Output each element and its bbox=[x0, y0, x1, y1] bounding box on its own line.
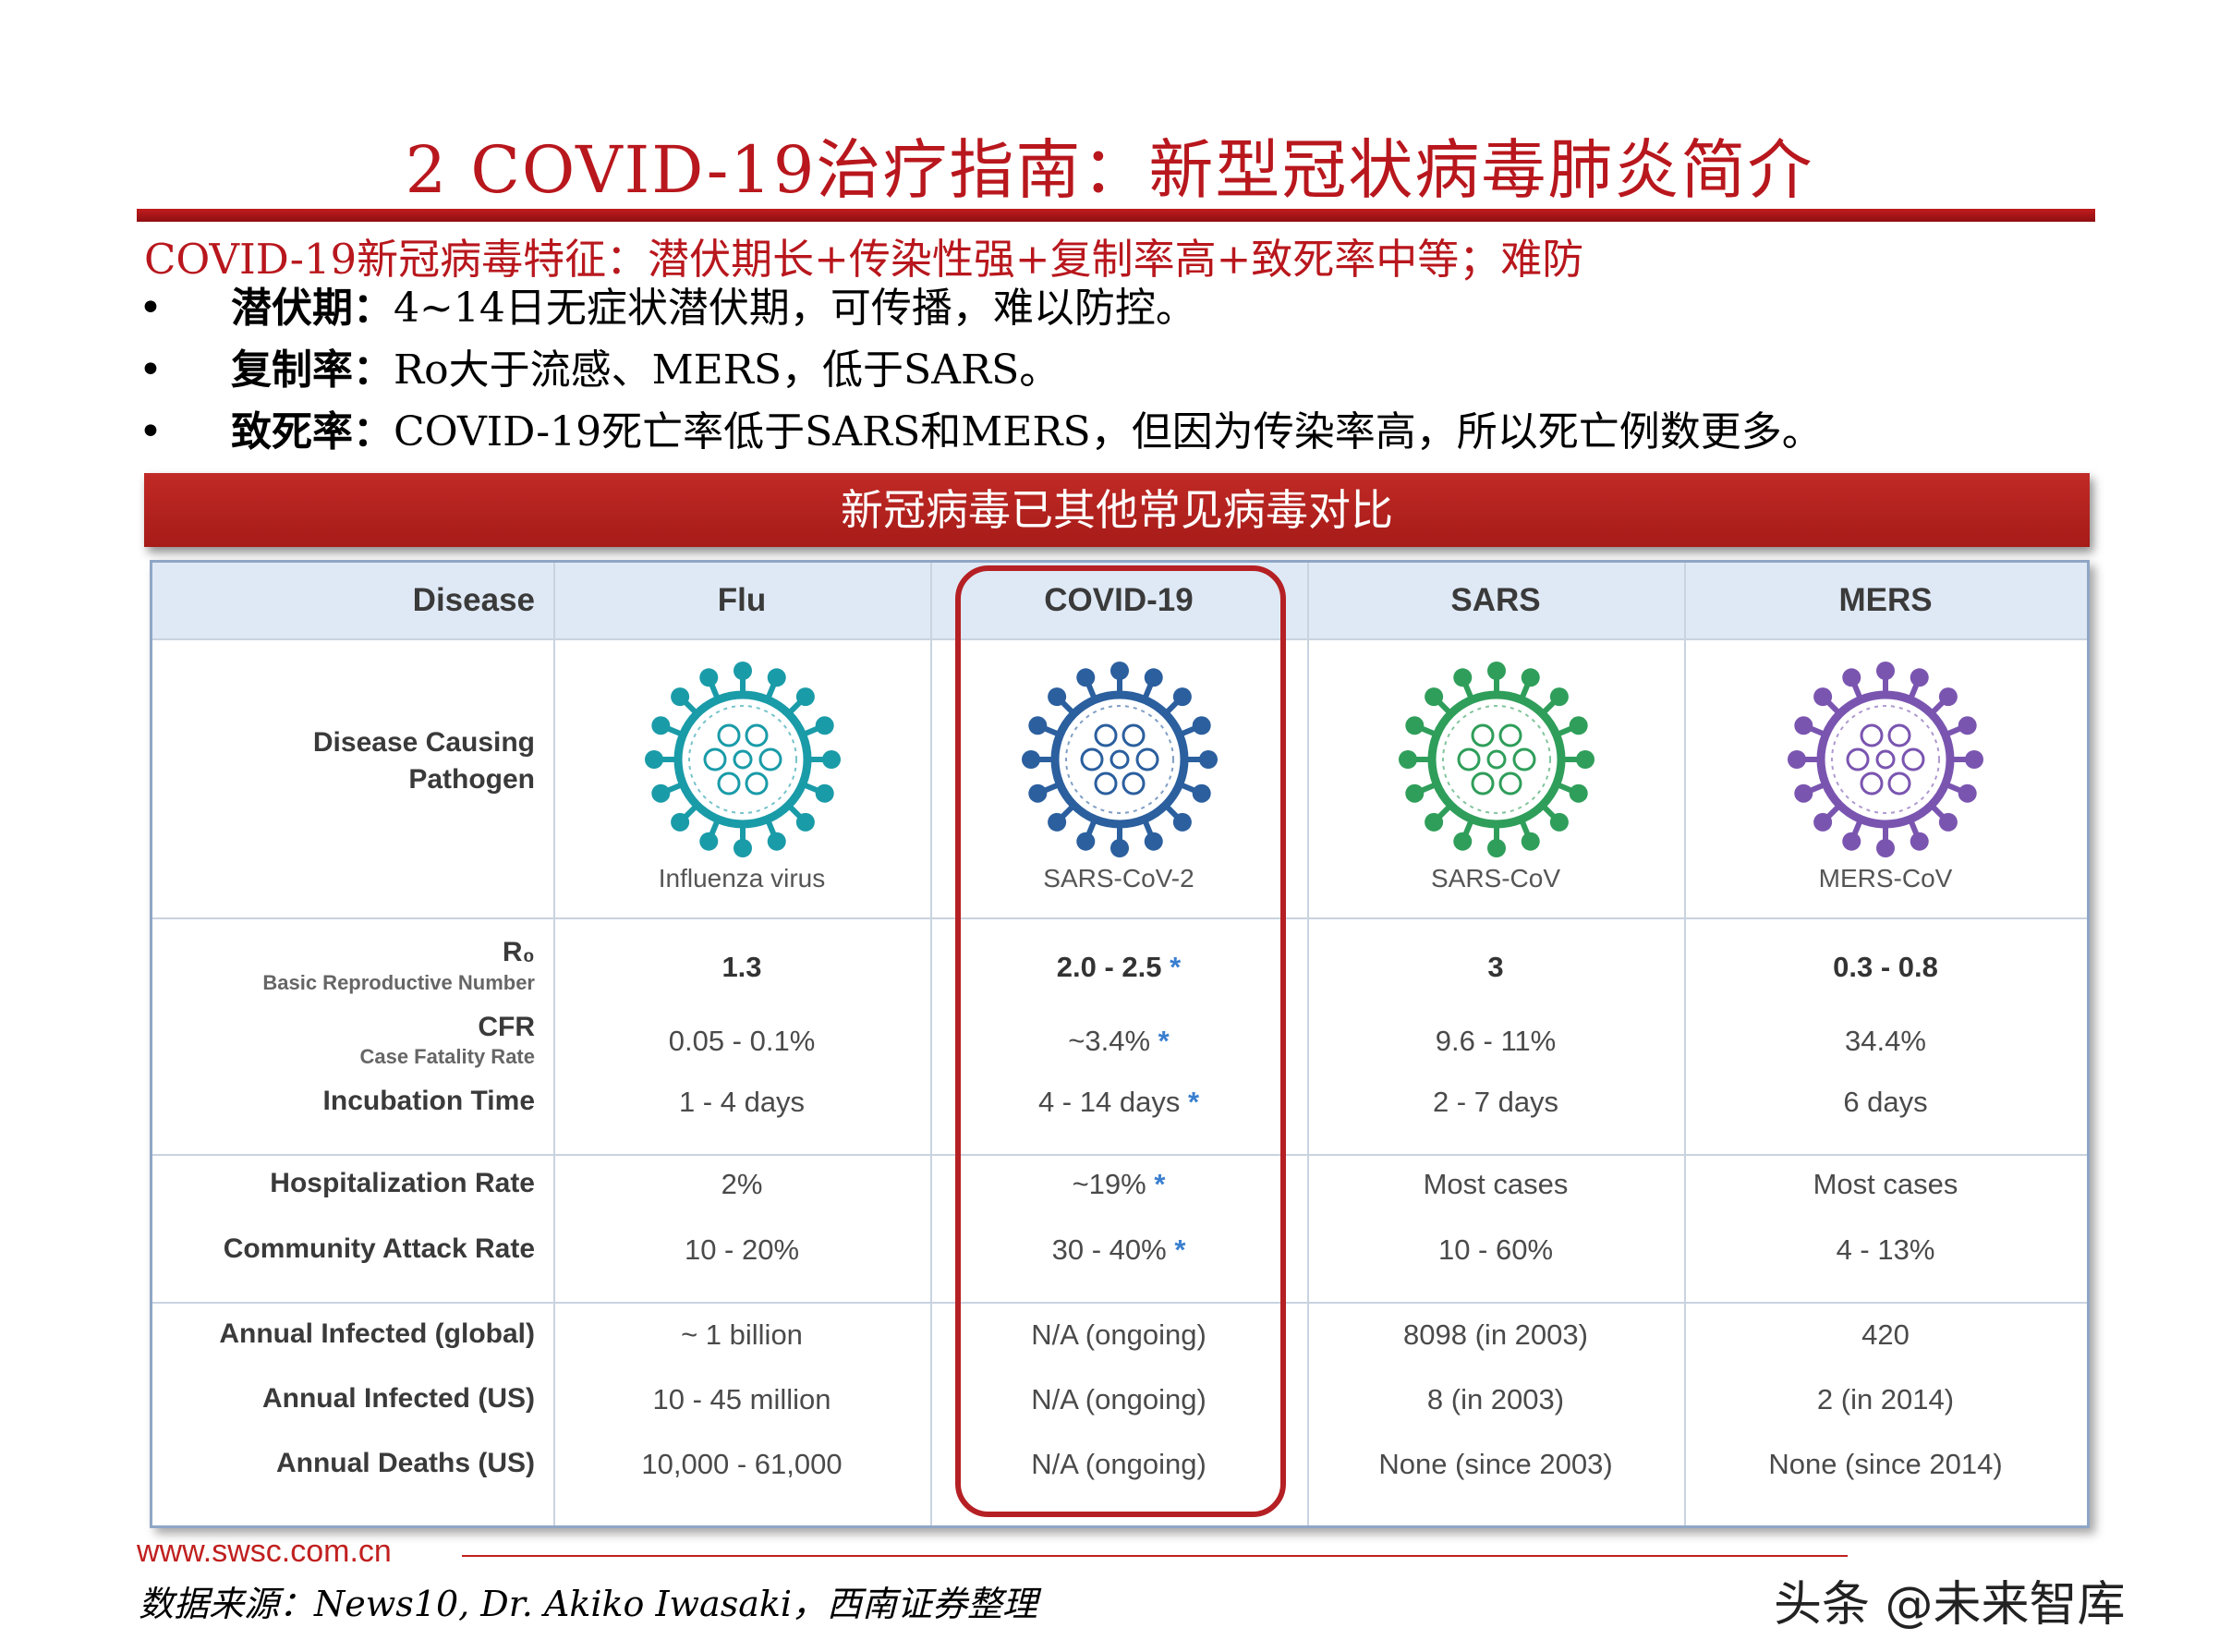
mers-r0: 0.3 - 0.8 bbox=[1833, 951, 1938, 983]
bullet-text: COVID-19死亡率低于SARS和MERS，但因为传染率高，所以死亡例数更多。 bbox=[394, 408, 1823, 456]
sars-deaths: None (since 2003) bbox=[1378, 1448, 1613, 1480]
covid-hosp-asterisk: * bbox=[1154, 1168, 1166, 1200]
col-divider bbox=[553, 563, 555, 1525]
bullet-label: 复制率： bbox=[231, 346, 394, 394]
header-covid: COVID-19 bbox=[1044, 582, 1194, 618]
sars-incubation: 2 - 7 days bbox=[1432, 1086, 1559, 1118]
header-flu: Flu bbox=[717, 582, 767, 618]
col-divider bbox=[1684, 563, 1686, 1525]
row-divider bbox=[152, 917, 2087, 919]
data-source: 数据来源：News10, Dr. Akiko Iwasaki，西南证券整理 bbox=[139, 1584, 1038, 1624]
flu-infected-global: ~ 1 billion bbox=[681, 1318, 803, 1351]
header-sars: SARS bbox=[1450, 582, 1541, 618]
row-divider bbox=[152, 638, 2087, 640]
mers-incubation: 6 days bbox=[1843, 1086, 1928, 1118]
flu-incubation: 1 - 4 days bbox=[678, 1086, 806, 1118]
sars-r0: 3 bbox=[1487, 951, 1504, 983]
pathogen-name-covid: SARS-CoV-2 bbox=[1043, 864, 1194, 893]
cfr-sublabel: Case Fatality Rate bbox=[359, 1045, 535, 1068]
bullet-list: • 潜伏期：4~14日无症状潜伏期，可传播，难以防控。 • 复制率：Ro大于流感、M… bbox=[139, 277, 1823, 463]
col-divider bbox=[930, 563, 932, 1525]
r0-sublabel: Basic Reproductive Number bbox=[262, 971, 535, 994]
covid-incubation-asterisk: * bbox=[1187, 1086, 1200, 1118]
row-divider bbox=[152, 1154, 2087, 1156]
attack-rate-label: Community Attack Rate bbox=[223, 1233, 535, 1264]
sars-cov-2-virus-icon bbox=[1022, 662, 1218, 857]
pathogen-name-mers: MERS-CoV bbox=[1818, 864, 1953, 893]
covid-incubation-value: 4 - 14 days bbox=[1037, 1086, 1181, 1118]
bullet-text: Ro大于流感、MERS，低于SARS。 bbox=[394, 346, 1061, 394]
bullet-label: 致死率： bbox=[231, 408, 394, 456]
covid-hospitalization: ~19% * bbox=[930, 1168, 1307, 1201]
website-url[interactable]: www.swsc.com.cn bbox=[137, 1534, 392, 1569]
header-mers: MERS bbox=[1838, 582, 1933, 618]
sars-infected-global: 8098 (in 2003) bbox=[1403, 1318, 1588, 1351]
cfr-label: CFR bbox=[478, 1012, 535, 1042]
row-divider bbox=[152, 1302, 2087, 1304]
bullet-replication: • 复制率：Ro大于流感、MERS，低于SARS。 bbox=[139, 339, 1823, 401]
page-title: 2 COVID-19治疗指南：新型冠状病毒肺炎简介 bbox=[405, 132, 1814, 208]
mers-attack-rate: 4 - 13% bbox=[1836, 1233, 1935, 1266]
flu-r0: 1.3 bbox=[721, 951, 762, 983]
flu-hospitalization: 2% bbox=[721, 1168, 763, 1200]
sars-cfr: 9.6 - 11% bbox=[1435, 1025, 1557, 1057]
mers-cov-virus-icon bbox=[1788, 662, 1983, 857]
covid-cfr: ~3.4% * bbox=[930, 1025, 1307, 1058]
sars-cov-virus-icon bbox=[1399, 662, 1595, 857]
flu-attack-rate: 10 - 20% bbox=[684, 1233, 800, 1266]
covid-r0-asterisk: * bbox=[1170, 951, 1182, 983]
col-divider bbox=[1307, 563, 1309, 1525]
table-header-row bbox=[152, 563, 2087, 638]
r0-label: R₀ bbox=[502, 937, 535, 967]
covid-infected-us: N/A (ongoing) bbox=[1031, 1383, 1207, 1415]
sars-infected-us: 8 (in 2003) bbox=[1426, 1383, 1565, 1415]
bullet-label: 潜伏期： bbox=[231, 285, 394, 332]
covid-hosp-value: ~19% bbox=[1072, 1168, 1146, 1200]
annual-infected-us-label: Annual Infected (US) bbox=[261, 1383, 535, 1414]
covid-attack-asterisk: * bbox=[1174, 1233, 1186, 1266]
pathogen-label-line2: Pathogen bbox=[408, 764, 535, 795]
incubation-label: Incubation Time bbox=[322, 1086, 535, 1116]
flu-infected-us: 10 - 45 million bbox=[652, 1383, 831, 1415]
mers-hospitalization: Most cases bbox=[1813, 1168, 1958, 1200]
annual-infected-global-label: Annual Infected (global) bbox=[219, 1318, 535, 1349]
header-disease: Disease bbox=[412, 582, 535, 618]
pathogen-label-line1: Disease Causing bbox=[312, 727, 535, 758]
hospitalization-label: Hospitalization Rate bbox=[270, 1168, 535, 1198]
influenza-virus-icon bbox=[645, 662, 841, 857]
covid-attack-value: 30 - 40% bbox=[1051, 1233, 1167, 1266]
flu-deaths: 10,000 - 61,000 bbox=[641, 1448, 843, 1480]
covid-attack-rate: 30 - 40% * bbox=[930, 1233, 1307, 1267]
pathogen-name-sars: SARS-CoV bbox=[1430, 864, 1561, 893]
comparison-table: Disease Flu COVID-19 SARS MERS Disease C… bbox=[150, 560, 2090, 1528]
subtitle: COVID-19新冠病毒特征：潜伏期长+传染性强+复制率高+致死率中等；难防 bbox=[144, 235, 1584, 284]
mers-infected-global: 420 bbox=[1861, 1318, 1910, 1351]
footer-rule bbox=[462, 1555, 1848, 1557]
covid-cfr-asterisk: * bbox=[1158, 1025, 1170, 1057]
covid-r0: 2.0 - 2.5 * bbox=[930, 951, 1307, 984]
covid-infected-global: N/A (ongoing) bbox=[1031, 1318, 1207, 1351]
annual-deaths-label: Annual Deaths (US) bbox=[275, 1448, 535, 1478]
bullet-dot: • bbox=[139, 285, 163, 332]
comparison-banner: 新冠病毒已其他常见病毒对比 bbox=[144, 473, 2090, 547]
covid-incubation: 4 - 14 days * bbox=[930, 1086, 1307, 1119]
covid-column-highlight bbox=[955, 565, 1286, 1517]
mers-infected-us: 2 (in 2014) bbox=[1816, 1383, 1955, 1415]
covid-r0-value: 2.0 - 2.5 bbox=[1056, 951, 1162, 983]
title-rule bbox=[137, 209, 2095, 222]
flu-cfr: 0.05 - 0.1% bbox=[668, 1025, 816, 1057]
covid-cfr-value: ~3.4% bbox=[1068, 1025, 1151, 1057]
mers-deaths: None (since 2014) bbox=[1768, 1448, 2003, 1480]
sars-attack-rate: 10 - 60% bbox=[1437, 1233, 1554, 1266]
bullet-text: 4~14日无症状潜伏期，可传播，难以防控。 bbox=[394, 285, 1196, 332]
bullet-dot: • bbox=[139, 346, 163, 394]
bullet-dot: • bbox=[139, 408, 163, 456]
covid-deaths: N/A (ongoing) bbox=[1031, 1448, 1207, 1480]
sars-hospitalization: Most cases bbox=[1423, 1168, 1569, 1200]
bullet-incubation: • 潜伏期：4~14日无症状潜伏期，可传播，难以防控。 bbox=[139, 277, 1823, 339]
bullet-fatality: • 致死率：COVID-19死亡率低于SARS和MERS，但因为传染率高，所以死亡… bbox=[139, 401, 1823, 463]
pathogen-name-flu: Influenza virus bbox=[658, 864, 826, 893]
watermark: 头条 @未来智库 bbox=[1774, 1577, 2126, 1633]
mers-cfr: 34.4% bbox=[1845, 1025, 1926, 1057]
